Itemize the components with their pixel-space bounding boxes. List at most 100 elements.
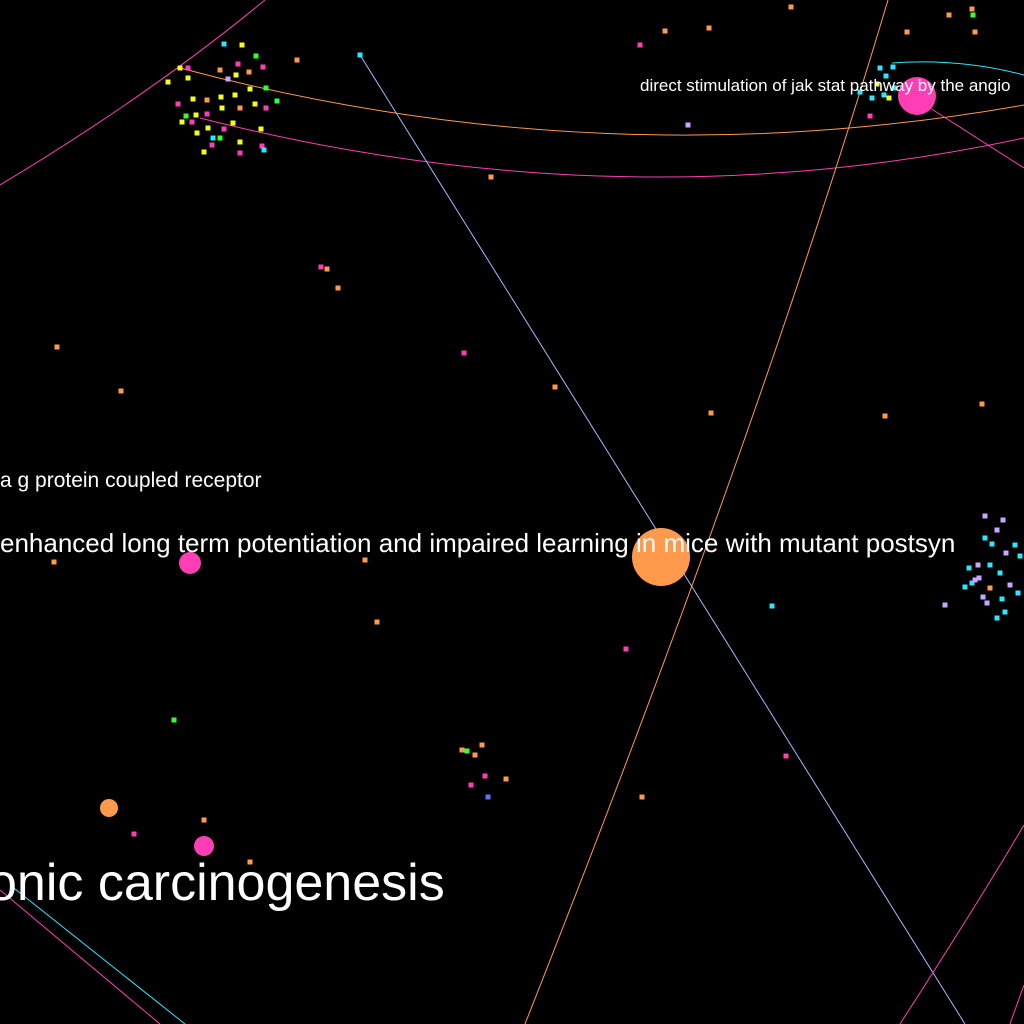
graph-node-14[interactable] (225, 76, 231, 82)
graph-node-115[interactable] (969, 580, 975, 586)
graph-node-65[interactable] (890, 64, 896, 70)
graph-node-119[interactable] (1015, 590, 1021, 596)
graph-node-101[interactable] (1000, 517, 1006, 523)
graph-node-72[interactable] (324, 266, 330, 272)
graph-node-19[interactable] (232, 92, 238, 98)
graph-node-121[interactable] (980, 594, 986, 600)
graph-node-117[interactable] (972, 577, 978, 583)
graph-node-69[interactable] (886, 95, 892, 101)
graph-node-53[interactable] (788, 4, 794, 10)
graph-node-large-1[interactable] (898, 77, 936, 115)
graph-node-17[interactable] (263, 85, 269, 91)
graph-node-86[interactable] (171, 717, 177, 723)
graph-node-23[interactable] (175, 101, 181, 107)
graph-node-16[interactable] (235, 61, 241, 67)
graph-node-79[interactable] (882, 413, 888, 419)
graph-node-51[interactable] (662, 28, 668, 34)
graph-node-87[interactable] (639, 794, 645, 800)
graph-node-7[interactable] (165, 79, 171, 85)
graph-node-66[interactable] (883, 73, 889, 79)
graph-node-56[interactable] (969, 6, 975, 12)
graph-node-21[interactable] (204, 97, 210, 103)
graph-node-124[interactable] (942, 602, 948, 608)
graph-node-110[interactable] (966, 565, 972, 571)
graph-node-89[interactable] (131, 831, 137, 837)
graph-node-5[interactable] (177, 65, 183, 71)
graph-node-108[interactable] (987, 562, 993, 568)
graph-node-9[interactable] (239, 42, 245, 48)
graph-node-52[interactable] (706, 25, 712, 31)
graph-node-50[interactable] (637, 42, 643, 48)
graph-node-large-0[interactable] (632, 528, 690, 586)
graph-node-99[interactable] (485, 794, 491, 800)
graph-node-103[interactable] (982, 535, 988, 541)
graph-node-90[interactable] (201, 817, 207, 823)
graph-node-27[interactable] (219, 105, 225, 111)
graph-node-114[interactable] (976, 575, 982, 581)
graph-node-81[interactable] (51, 559, 57, 565)
graph-node-63[interactable] (869, 95, 875, 101)
graph-node-11[interactable] (260, 64, 266, 70)
graph-node-92[interactable] (459, 747, 465, 753)
graph-node-58[interactable] (972, 29, 978, 35)
graph-node-10[interactable] (253, 53, 259, 59)
graph-node-97[interactable] (468, 782, 474, 788)
graph-node-74[interactable] (54, 344, 60, 350)
graph-node-93[interactable] (464, 748, 470, 754)
graph-node-49[interactable] (357, 52, 363, 58)
graph-node-8[interactable] (221, 41, 227, 47)
graph-node-57[interactable] (970, 12, 976, 18)
graph-node-109[interactable] (975, 562, 981, 568)
graph-node-36[interactable] (179, 119, 185, 125)
graph-node-68[interactable] (881, 92, 887, 98)
graph-node-28[interactable] (237, 105, 243, 111)
graph-node-95[interactable] (479, 742, 485, 748)
graph-node-6[interactable] (185, 75, 191, 81)
graph-node-105[interactable] (1012, 542, 1018, 548)
graph-node-61[interactable] (867, 113, 873, 119)
graph-node-20[interactable] (218, 94, 224, 100)
graph-node-34[interactable] (205, 125, 211, 131)
graph-node-24[interactable] (183, 113, 189, 119)
graph-node-94[interactable] (472, 752, 478, 758)
graph-node-62[interactable] (857, 89, 863, 95)
graph-node-35[interactable] (189, 119, 195, 125)
graph-node-13[interactable] (233, 72, 239, 78)
graph-node-70[interactable] (891, 85, 897, 91)
graph-node-31[interactable] (274, 98, 280, 104)
graph-node-25[interactable] (193, 112, 199, 118)
graph-node-100[interactable] (982, 513, 988, 519)
graph-node-12[interactable] (246, 69, 252, 75)
graph-node-83[interactable] (374, 619, 380, 625)
graph-node-38[interactable] (210, 135, 216, 141)
graph-node-104[interactable] (989, 541, 995, 547)
graph-node-67[interactable] (874, 81, 880, 87)
graph-node-42[interactable] (259, 143, 265, 149)
graph-node-45[interactable] (209, 142, 215, 148)
graph-node-122[interactable] (1002, 609, 1008, 615)
graph-node-111[interactable] (997, 570, 1003, 576)
graph-node-55[interactable] (946, 12, 952, 18)
graph-node-85[interactable] (769, 603, 775, 609)
graph-node-80[interactable] (979, 401, 985, 407)
graph-node-75[interactable] (118, 388, 124, 394)
graph-node-116[interactable] (962, 584, 968, 590)
graph-node-112[interactable] (1007, 582, 1013, 588)
graph-node-76[interactable] (461, 350, 467, 356)
graph-node-29[interactable] (252, 101, 258, 107)
graph-node-84[interactable] (623, 646, 629, 652)
graph-node-96[interactable] (482, 773, 488, 779)
graph-node-77[interactable] (552, 384, 558, 390)
graph-node-54[interactable] (904, 29, 910, 35)
graph-node-43[interactable] (261, 147, 267, 153)
graph-node-120[interactable] (984, 600, 990, 606)
graph-node-47[interactable] (185, 65, 191, 71)
graph-node-71[interactable] (318, 264, 324, 270)
graph-node-59[interactable] (685, 122, 691, 128)
graph-node-44[interactable] (237, 150, 243, 156)
graph-node-33[interactable] (221, 126, 227, 132)
graph-node-78[interactable] (708, 410, 714, 416)
graph-node-large-2[interactable] (179, 552, 201, 574)
graph-node-73[interactable] (335, 285, 341, 291)
